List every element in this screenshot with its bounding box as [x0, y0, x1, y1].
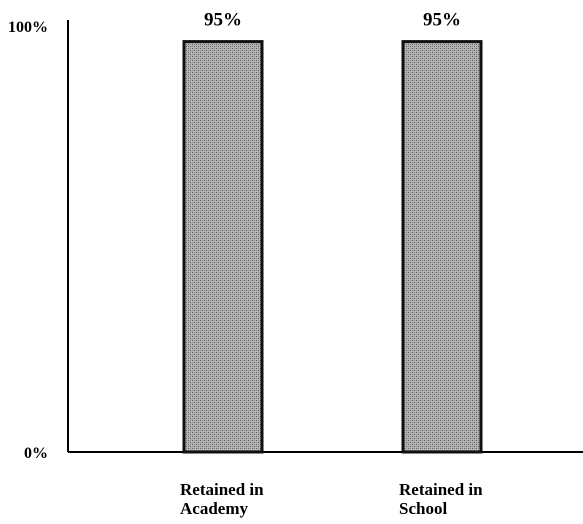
data-label-1: 95% [204, 10, 242, 31]
bar-2 [401, 40, 483, 454]
y-tick-label-min: 0% [24, 445, 48, 462]
category-label-2-line-1: Retained in [399, 480, 483, 499]
data-label-2: 95% [423, 10, 461, 31]
category-label-2-line-2: School [399, 499, 447, 518]
bar-1 [182, 40, 264, 454]
y-tick-label-max: 100% [8, 19, 48, 36]
category-label-1-line-2: Academy [180, 499, 248, 518]
category-label-1-line-1: Retained in [180, 480, 264, 499]
